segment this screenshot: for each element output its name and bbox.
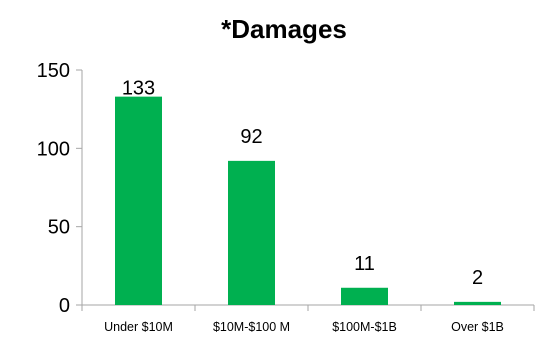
data-label: 11: [354, 253, 375, 275]
bar: [228, 160, 275, 305]
y-tick-label: 100: [37, 138, 70, 160]
bar: [115, 96, 162, 305]
y-tick-label: 50: [48, 217, 70, 239]
data-label: 92: [240, 126, 262, 148]
bars: [115, 96, 501, 305]
y-tick-label: 0: [59, 295, 70, 317]
data-label: 133: [122, 78, 155, 100]
x-tick-label: Over $1B: [451, 320, 504, 334]
x-axis: Under $10M $10M-$100 M $100M-$1B Over $1B: [81, 304, 535, 334]
x-tick-label: $100M-$1B: [332, 320, 397, 334]
bar: [341, 287, 388, 305]
x-tick-label: Under $10M: [104, 320, 173, 334]
y-tick-label: 150: [37, 60, 70, 82]
data-label: 2: [472, 267, 483, 289]
y-axis: 0 50 100 150: [37, 60, 83, 317]
chart-title: *Damages: [221, 14, 347, 44]
data-labels: 133 92 11 2: [122, 78, 483, 289]
bar: [454, 301, 501, 305]
x-tick-label: $10M-$100 M: [213, 320, 290, 334]
